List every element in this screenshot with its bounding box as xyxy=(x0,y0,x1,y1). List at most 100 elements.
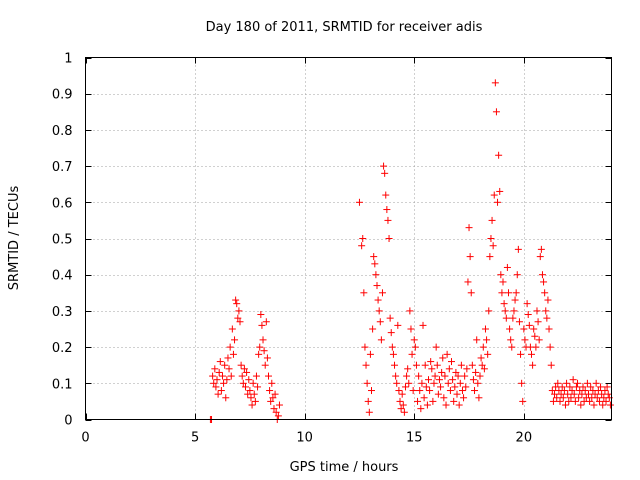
data-point xyxy=(485,307,493,315)
data-point xyxy=(590,401,598,409)
data-point xyxy=(556,397,564,405)
y-tick-label: 0.1 xyxy=(52,377,73,392)
data-point xyxy=(553,394,561,402)
data-point xyxy=(377,336,385,344)
x-tick-label: 5 xyxy=(191,431,199,446)
data-point xyxy=(496,187,504,195)
data-point xyxy=(237,361,245,369)
data-point xyxy=(566,383,574,391)
data-point xyxy=(542,307,550,315)
data-point xyxy=(221,361,229,369)
data-point xyxy=(275,401,283,409)
data-point xyxy=(478,361,486,369)
data-point xyxy=(378,289,386,297)
data-point xyxy=(395,387,403,395)
data-point xyxy=(213,376,221,384)
data-point xyxy=(449,376,457,384)
data-point xyxy=(444,379,452,387)
data-point xyxy=(474,379,482,387)
data-point xyxy=(376,318,384,326)
data-point xyxy=(394,321,402,329)
data-point xyxy=(411,343,419,351)
x-axis-label: GPS time / hours xyxy=(290,460,399,475)
data-point xyxy=(477,354,485,362)
data-point xyxy=(570,390,578,398)
data-point xyxy=(400,408,408,416)
data-point xyxy=(456,379,464,387)
data-point xyxy=(364,397,372,405)
data-point xyxy=(471,387,479,395)
data-point xyxy=(422,383,430,391)
data-point xyxy=(401,383,409,391)
data-point xyxy=(428,365,436,373)
data-point xyxy=(454,372,462,380)
data-point xyxy=(239,379,247,387)
data-point xyxy=(365,408,373,416)
data-point xyxy=(366,350,374,358)
data-point xyxy=(215,368,223,376)
y-tick-label: 0.3 xyxy=(52,305,73,320)
data-point xyxy=(552,383,560,391)
data-point xyxy=(361,343,369,351)
data-point xyxy=(487,235,495,242)
data-point xyxy=(583,379,591,387)
data-point xyxy=(581,387,589,395)
y-tick-label: 0.9 xyxy=(52,88,73,103)
data-point xyxy=(568,387,576,395)
data-point xyxy=(461,372,469,380)
data-point xyxy=(579,383,587,391)
data-point xyxy=(248,401,256,409)
data-point xyxy=(486,253,494,261)
data-point xyxy=(594,387,602,395)
data-point xyxy=(419,321,427,329)
x-axis-ticks: 0 5 10 15 20 xyxy=(81,57,532,446)
data-point xyxy=(249,379,257,387)
data-point xyxy=(421,361,429,369)
data-point xyxy=(466,253,474,261)
data-point xyxy=(254,383,262,391)
data-point xyxy=(567,394,575,402)
data-point xyxy=(457,361,465,369)
data-point xyxy=(560,387,568,395)
data-point xyxy=(424,376,432,384)
data-point xyxy=(270,405,278,413)
data-point xyxy=(538,271,546,279)
data-point xyxy=(423,401,431,409)
data-point xyxy=(405,379,413,387)
data-point xyxy=(551,390,559,398)
data-point xyxy=(240,365,248,373)
data-point xyxy=(435,376,443,384)
data-point xyxy=(368,387,376,395)
data-point xyxy=(257,311,265,319)
x-tick-label: 0 xyxy=(81,431,89,446)
data-point xyxy=(355,198,363,206)
data-point xyxy=(587,383,595,391)
data-point xyxy=(572,383,580,391)
data-point xyxy=(415,372,423,380)
data-point xyxy=(258,321,266,329)
y-tick-label: 0.7 xyxy=(52,160,73,175)
data-point xyxy=(450,397,458,405)
data-point xyxy=(252,372,260,380)
data-point xyxy=(211,365,219,373)
data-point xyxy=(558,383,566,391)
data-point xyxy=(480,365,488,373)
data-point xyxy=(385,235,393,242)
data-point xyxy=(521,336,529,344)
data-point xyxy=(214,390,222,398)
data-point xyxy=(492,108,500,116)
data-point xyxy=(488,216,496,224)
data-point xyxy=(443,350,451,358)
data-point xyxy=(440,394,448,402)
data-point xyxy=(210,379,218,387)
data-point xyxy=(495,151,503,159)
y-tick-label: 0.5 xyxy=(52,233,73,248)
data-point xyxy=(491,79,499,87)
data-point xyxy=(234,314,242,322)
data-point xyxy=(380,162,388,170)
data-point xyxy=(255,350,263,358)
data-point xyxy=(268,379,276,387)
data-point xyxy=(381,169,389,177)
data-point xyxy=(534,318,542,326)
data-point xyxy=(412,361,420,369)
